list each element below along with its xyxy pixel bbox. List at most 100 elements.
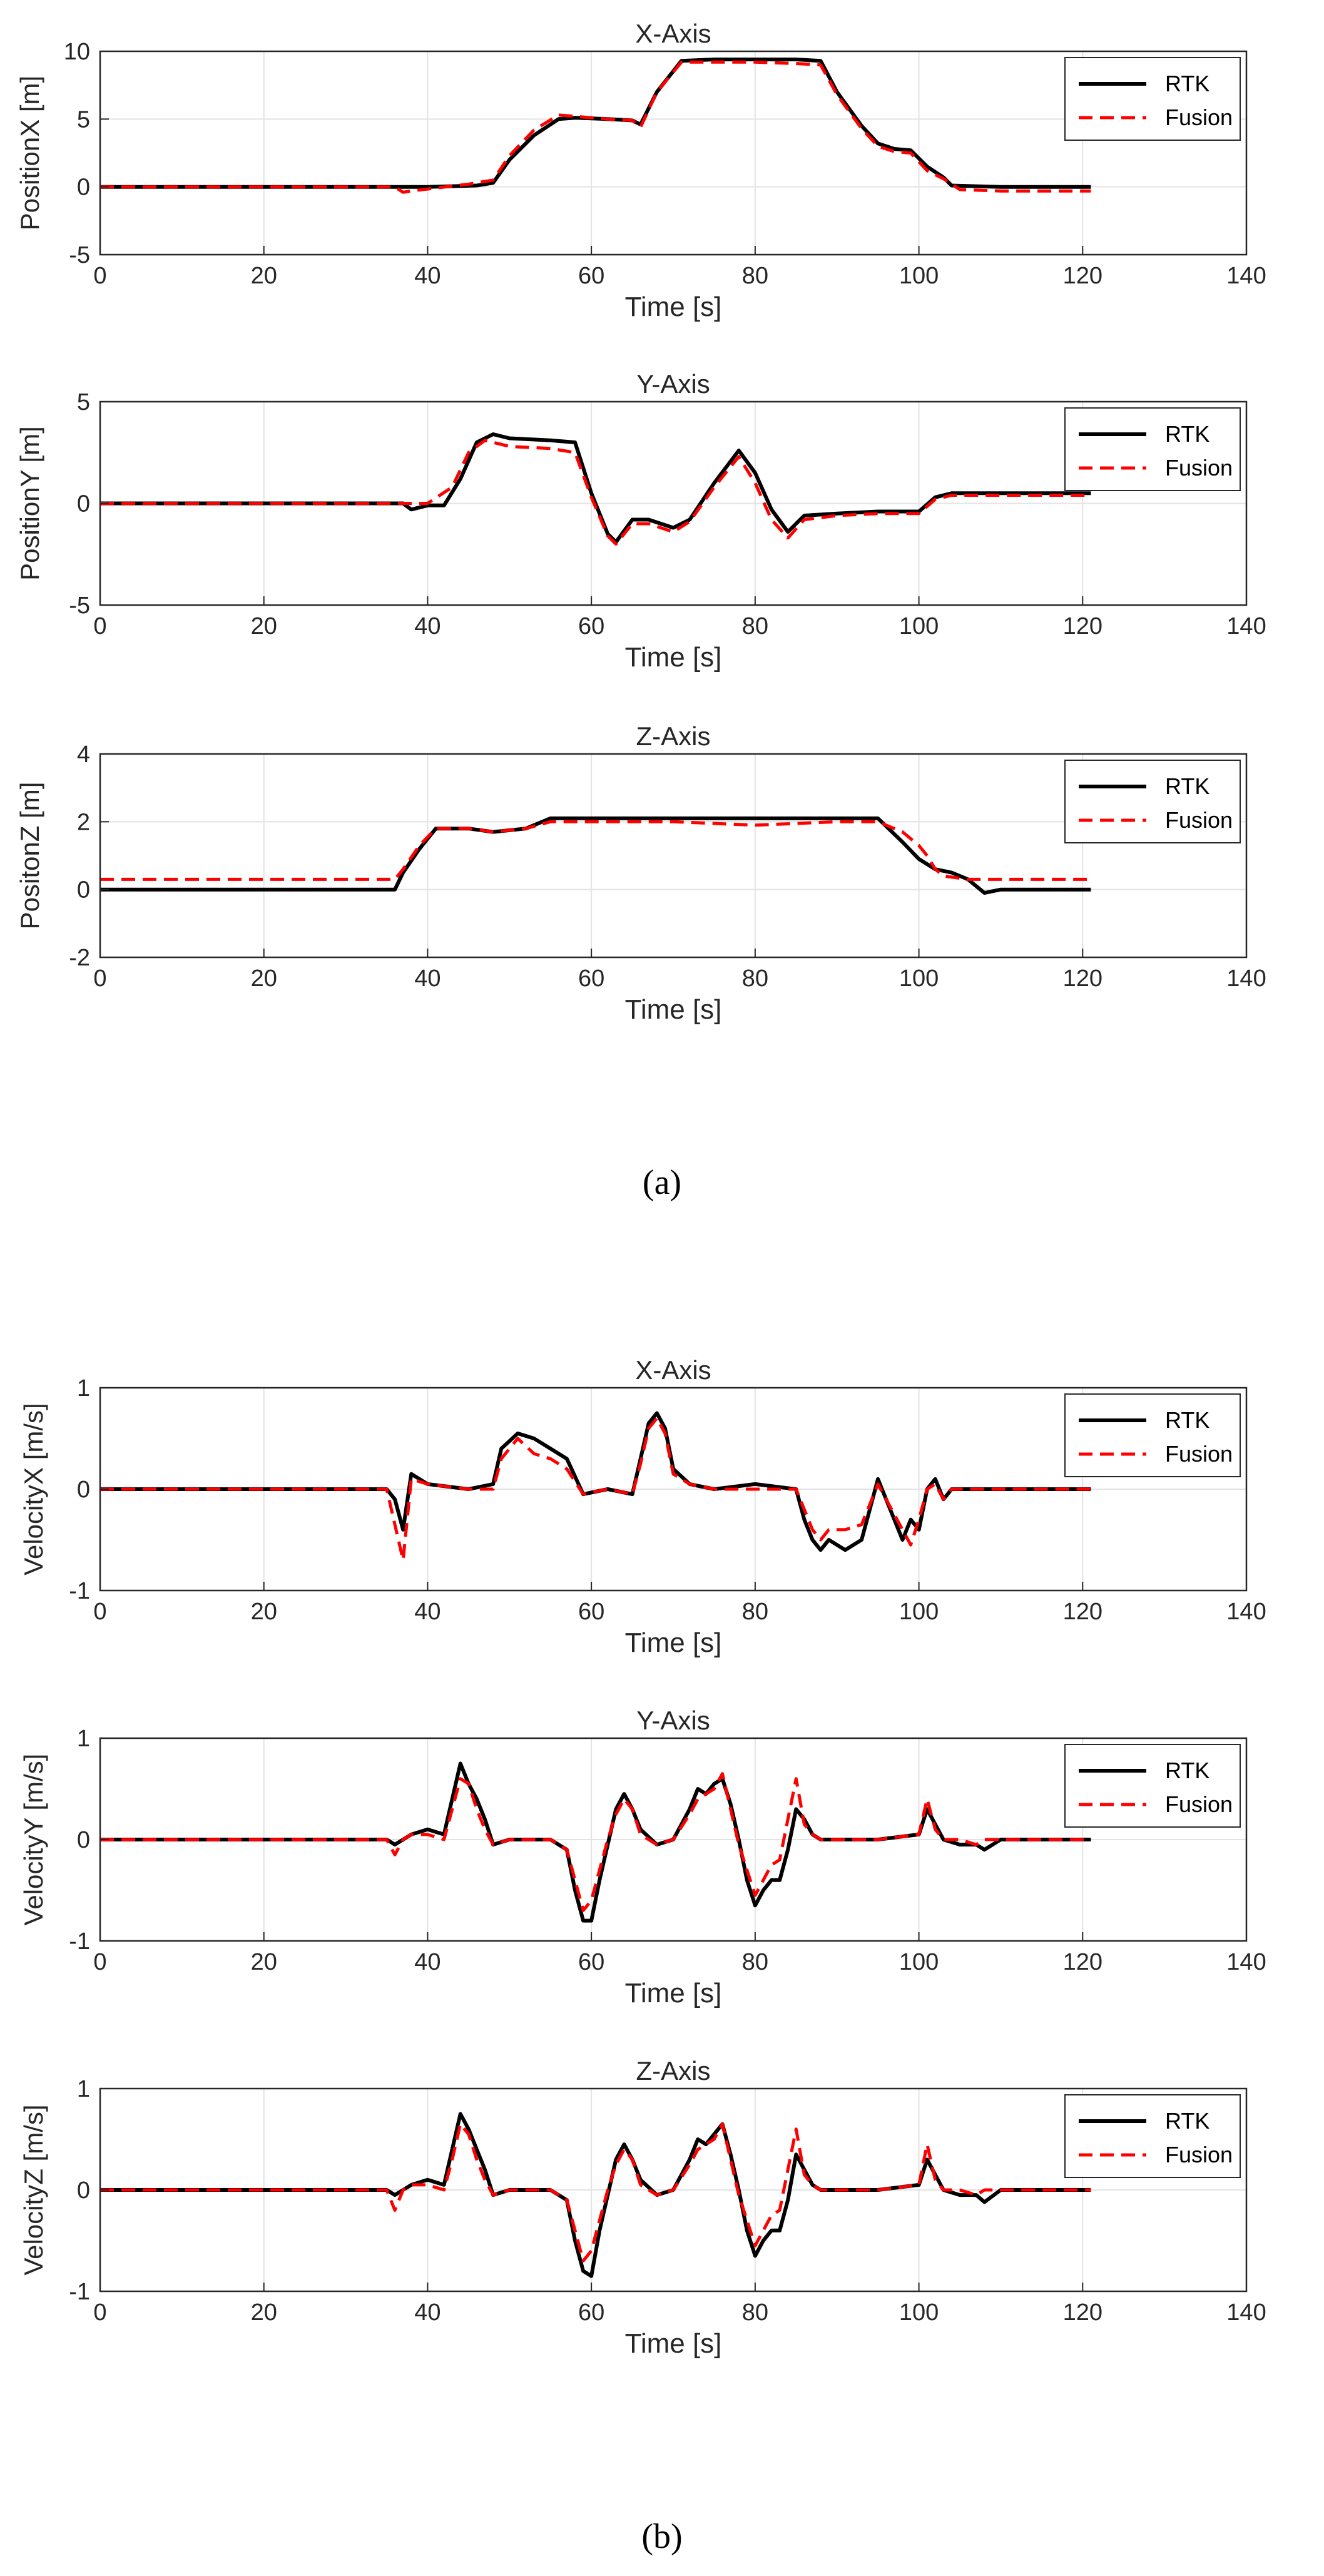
y-axis-label: VelocityX [m/s]: [19, 1403, 48, 1575]
plot-area: [100, 754, 1246, 957]
x-tick-label: 120: [1063, 2299, 1102, 2326]
y-tick-label: 0: [77, 175, 90, 201]
panel-a-label: (a): [642, 1163, 682, 1202]
legend-label-rtk: RTK: [1165, 773, 1209, 799]
y-tick-label: 0: [77, 1477, 90, 1503]
y-tick-label: 0: [77, 2177, 90, 2204]
y-tick-label: -1: [69, 2279, 90, 2305]
y-tick-label: 0: [77, 1827, 90, 1853]
x-tick-label: 100: [899, 263, 939, 289]
x-tick-label: 60: [578, 1949, 604, 1975]
x-tick-label: 140: [1226, 263, 1266, 289]
series-line-fusion: [100, 1417, 1091, 1562]
x-tick-label: 20: [251, 1949, 277, 1975]
legend-label-fusion: Fusion: [1165, 1441, 1233, 1467]
x-tick-label: 0: [93, 965, 106, 992]
x-tick-label: 120: [1063, 613, 1102, 639]
panel-b-label: (b): [641, 2517, 683, 2556]
y-tick-label: -1: [69, 1928, 90, 1955]
axes-box: [99, 753, 1248, 959]
x-axis-label: Time [s]: [625, 994, 722, 1025]
x-tick-label: 140: [1226, 1599, 1266, 1625]
x-tick-label: 80: [742, 1949, 768, 1975]
legend-label-fusion: Fusion: [1165, 2142, 1233, 2167]
legend-label-rtk: RTK: [1165, 71, 1209, 96]
x-tick-label: 60: [578, 613, 604, 639]
x-axis-label: Time [s]: [625, 642, 722, 673]
x-tick-label: 100: [899, 1599, 939, 1625]
y-tick-label: 10: [64, 39, 90, 65]
legend-label-rtk: RTK: [1165, 421, 1209, 447]
series-line-rtk: [100, 432, 1091, 544]
y-axis-label: VelocityY [m/s]: [19, 1754, 48, 1926]
x-tick-label: 20: [251, 1599, 277, 1625]
chart-title: Z-Axis: [636, 721, 711, 751]
plot-area: [100, 51, 1246, 255]
x-tick-label: 20: [251, 965, 277, 992]
x-axis-label: Time [s]: [625, 292, 722, 322]
x-tick-label: 140: [1226, 965, 1266, 992]
x-tick-label: 120: [1063, 1949, 1102, 1975]
y-tick-label: 4: [77, 741, 90, 768]
x-tick-label: 60: [578, 2299, 604, 2326]
x-tick-label: 120: [1063, 263, 1102, 289]
x-axis-label: Time [s]: [625, 1627, 722, 1658]
series-line-fusion: [100, 2122, 1091, 2263]
axes-box: [99, 50, 1248, 256]
y-tick-label: -1: [69, 1578, 90, 1604]
chart-title: Y-Axis: [636, 369, 710, 399]
x-tick-label: 40: [414, 2299, 440, 2326]
x-tick-label: 80: [742, 613, 768, 639]
legend-label-fusion: Fusion: [1165, 1791, 1233, 1817]
chart-title: Z-Axis: [636, 2056, 711, 2085]
y-tick-label: 0: [77, 491, 90, 517]
x-tick-label: 60: [578, 263, 604, 289]
series-line-fusion: [100, 820, 1091, 881]
y-tick-label: 0: [77, 877, 90, 904]
y-tick-label: -5: [69, 593, 90, 619]
x-tick-label: 0: [93, 1949, 106, 1975]
legend-box: [1064, 760, 1241, 843]
x-tick-label: 140: [1226, 2299, 1266, 2326]
x-tick-label: 60: [578, 965, 604, 992]
y-tick-label: -5: [69, 242, 90, 268]
x-tick-label: 100: [899, 1949, 939, 1975]
chart-title: X-Axis: [635, 1355, 711, 1385]
x-tick-label: 100: [899, 965, 939, 992]
x-tick-label: 20: [251, 613, 277, 639]
x-tick-label: 40: [414, 1599, 440, 1625]
x-tick-label: 0: [93, 613, 106, 639]
x-tick-label: 100: [899, 2299, 939, 2326]
x-tick-label: 40: [414, 263, 440, 289]
chart-title: X-Axis: [635, 19, 711, 48]
legend-label-fusion: Fusion: [1165, 455, 1233, 481]
x-tick-label: 20: [251, 2299, 277, 2326]
legend-box: [1064, 1393, 1241, 1477]
y-tick-label: 5: [77, 106, 90, 133]
legend-label-rtk: RTK: [1165, 1407, 1209, 1433]
y-axis-label: VelocityZ [m/s]: [19, 2104, 48, 2275]
y-tick-label: -2: [69, 945, 90, 971]
y-tick-label: 1: [77, 2076, 90, 2102]
legend-box: [1064, 57, 1241, 141]
chart-title: Y-Axis: [636, 1706, 710, 1735]
x-tick-label: 80: [742, 263, 768, 289]
x-tick-label: 120: [1063, 1599, 1102, 1625]
x-tick-label: 80: [742, 1599, 768, 1625]
y-tick-label: 5: [77, 389, 90, 415]
x-axis-label: Time [s]: [625, 2328, 722, 2359]
y-tick-label: 1: [77, 1375, 90, 1402]
x-tick-label: 60: [578, 1599, 604, 1625]
x-tick-label: 0: [93, 263, 106, 289]
x-tick-label: 40: [414, 1949, 440, 1975]
legend-label-fusion: Fusion: [1165, 807, 1233, 833]
legend-label-rtk: RTK: [1165, 1758, 1209, 1783]
x-tick-label: 80: [742, 965, 768, 992]
legend-label-rtk: RTK: [1165, 2108, 1209, 2134]
series-line-fusion: [100, 1772, 1091, 1912]
